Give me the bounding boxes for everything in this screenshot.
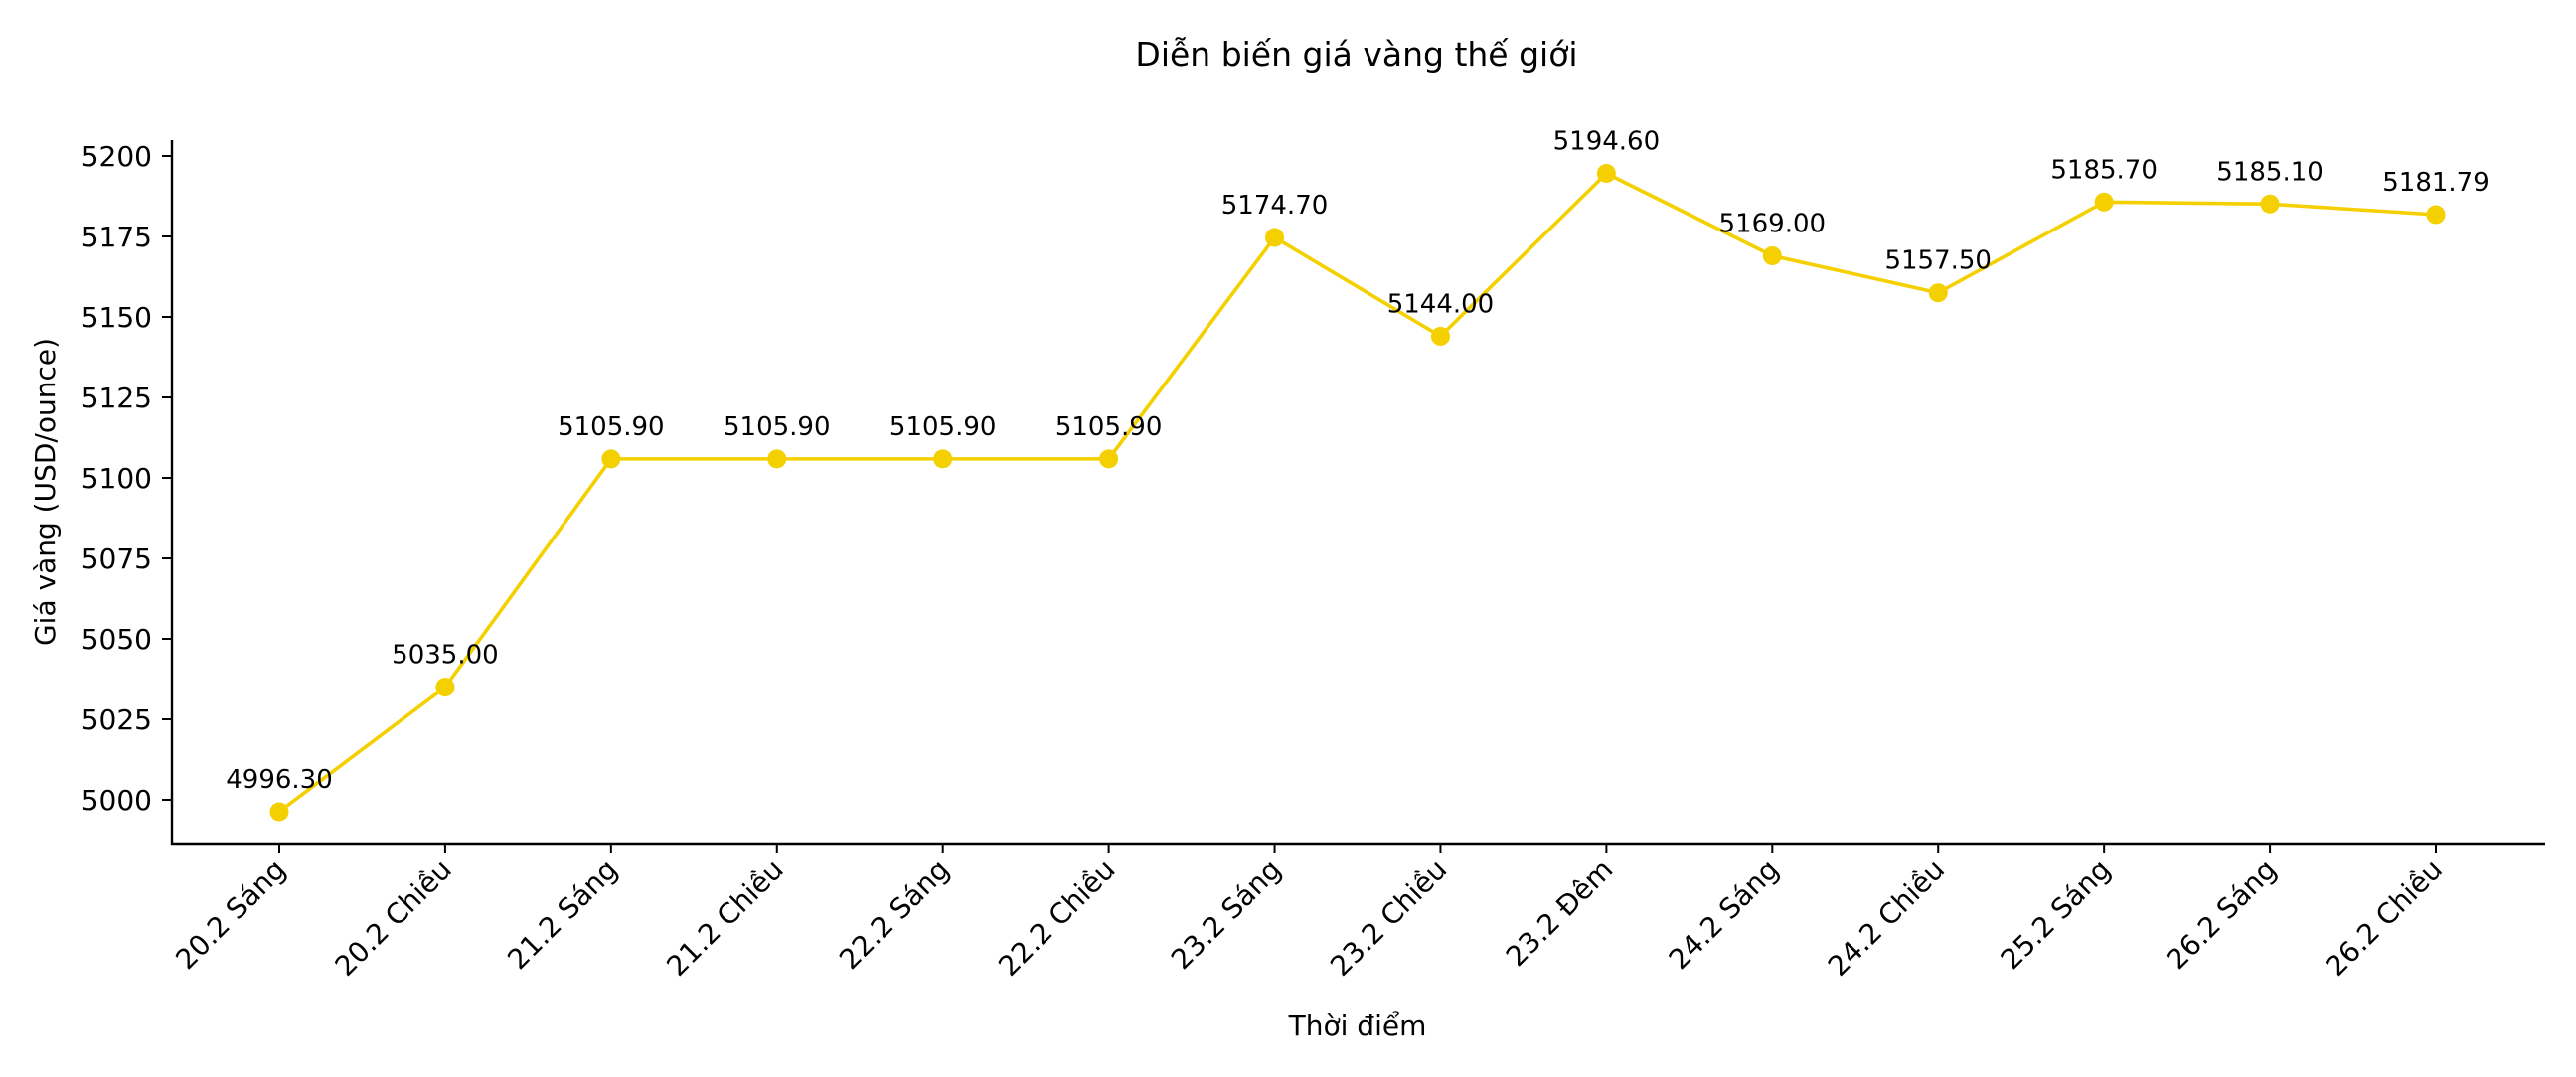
x-tick-label: 26.2 Sáng xyxy=(2160,853,2283,977)
data-point-marker xyxy=(2094,192,2114,212)
data-point-marker xyxy=(269,802,289,822)
x-tick-label: 20.2 Chiều xyxy=(329,853,458,983)
x-tick-label: 24.2 Chiều xyxy=(1822,853,1951,983)
data-point-marker xyxy=(1430,326,1450,346)
data-point-label: 5157.50 xyxy=(1884,246,1992,276)
data-point-label: 5035.00 xyxy=(392,641,499,671)
data-point-label: 5144.00 xyxy=(1387,289,1495,319)
series-line xyxy=(277,171,2437,814)
data-point-marker xyxy=(1762,245,1782,265)
y-tick-label: 5125 xyxy=(81,382,152,414)
data-point-label: 4996.30 xyxy=(226,765,333,795)
data-point-marker xyxy=(601,449,621,469)
x-tick-label: 22.2 Sáng xyxy=(833,853,956,977)
plot-area: 5000 5025 5050 5075 5100 5125 5150 5175 5200 20.2… xyxy=(81,126,2545,983)
data-point-marker xyxy=(767,449,787,469)
y-tick-label: 5200 xyxy=(81,140,152,173)
data-point-label: 5105.90 xyxy=(558,412,665,442)
data-point-label: 5185.70 xyxy=(2050,155,2158,185)
x-tick-label: 23.2 Sáng xyxy=(1165,853,1288,977)
x-tick-label: 26.2 Chiều xyxy=(2320,853,2449,983)
data-point-marker xyxy=(1596,163,1616,183)
y-tick-label: 5000 xyxy=(81,784,152,817)
x-tick-label: 24.2 Sáng xyxy=(1663,853,1786,977)
data-point-label: 5105.90 xyxy=(724,412,831,442)
data-point-marker xyxy=(1099,449,1119,469)
data-point-label: 5169.00 xyxy=(1719,209,1827,238)
data-point-marker xyxy=(1265,228,1285,247)
x-tick-label: 21.2 Sáng xyxy=(501,853,624,977)
data-point-marker xyxy=(435,678,455,697)
x-tick-label: 23.2 Đêm xyxy=(1500,853,1620,974)
data-point-marker xyxy=(2260,194,2280,214)
data-point-marker xyxy=(2426,205,2446,225)
data-point-label: 5181.79 xyxy=(2382,168,2490,198)
x-tick-label: 21.2 Chiều xyxy=(660,853,789,983)
data-point-label: 5185.10 xyxy=(2216,157,2324,187)
data-point-marker xyxy=(1928,283,1948,303)
y-tick-label: 5025 xyxy=(81,703,152,736)
y-tick-label: 5100 xyxy=(81,462,152,495)
data-point-label: 5194.60 xyxy=(1553,126,1661,156)
x-tick-label: 25.2 Sáng xyxy=(1995,853,2118,977)
x-tick-label: 20.2 Sáng xyxy=(169,853,292,977)
data-point-label: 5105.90 xyxy=(889,412,997,442)
y-tick-label: 5050 xyxy=(81,623,152,656)
x-tick-label: 23.2 Chiều xyxy=(1324,853,1453,983)
data-point-marker xyxy=(933,449,953,469)
y-tick-label: 5150 xyxy=(81,301,152,334)
y-axis-label: Giá vàng (USD/ounce) xyxy=(29,338,62,646)
chart-title: Diễn biến giá vàng thế giới xyxy=(1135,35,1577,74)
x-axis-label: Thời điểm xyxy=(1288,1009,1427,1042)
x-tick-label: 22.2 Chiều xyxy=(992,853,1121,983)
y-tick-label: 5175 xyxy=(81,221,152,253)
data-point-label: 5105.90 xyxy=(1055,412,1163,442)
data-point-label: 5174.70 xyxy=(1221,191,1329,221)
y-tick-label: 5075 xyxy=(81,542,152,575)
